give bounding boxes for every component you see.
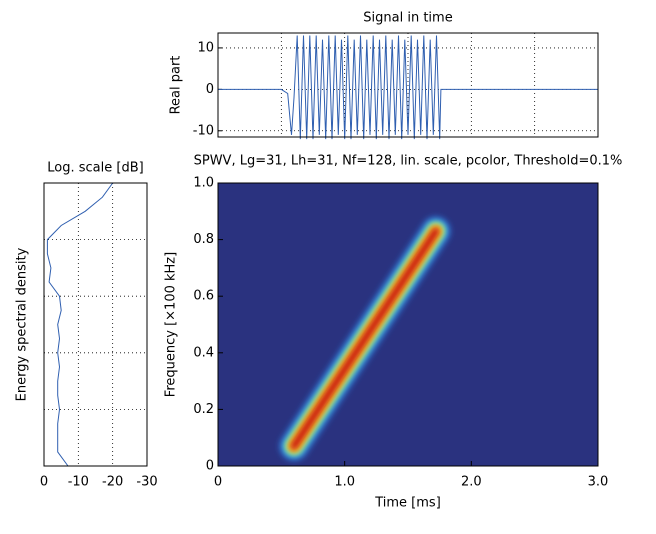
y-axis-label: Real part bbox=[169, 56, 184, 115]
y-tick-label: 0.8 bbox=[193, 232, 214, 247]
y-axis-label: Energy spectral density bbox=[15, 247, 30, 401]
plot-title: SPWV, Lg=31, Lh=31, Nf=128, lin. scale, … bbox=[194, 154, 623, 169]
y-tick-label: 0.2 bbox=[193, 402, 214, 417]
plot-frame bbox=[217, 32, 599, 138]
y-axis-label: Frequency [×100 kHz] bbox=[164, 252, 179, 397]
plot-frame bbox=[217, 182, 599, 467]
y-tick-label: 10 bbox=[197, 40, 214, 55]
y-tick-label: 1.0 bbox=[193, 176, 214, 191]
data-line bbox=[46, 182, 114, 467]
ridge-layer bbox=[290, 227, 440, 450]
x-tick-label: 2.0 bbox=[461, 475, 482, 490]
x-tick-label: -30 bbox=[136, 475, 157, 490]
x-tick-label: 3.0 bbox=[588, 475, 609, 490]
heatmap-ridge bbox=[279, 216, 451, 462]
x-tick-label: -20 bbox=[102, 475, 123, 490]
y-tick-label: 0 bbox=[206, 459, 214, 474]
x-tick-label: 0 bbox=[40, 475, 48, 490]
y-tick-label: -10 bbox=[193, 123, 214, 138]
y-tick-label: 0 bbox=[206, 82, 214, 97]
y-tick-label: 0.4 bbox=[193, 345, 214, 360]
x-tick-label: 1.0 bbox=[334, 475, 355, 490]
x-tick-label: 0 bbox=[214, 475, 222, 490]
plot-title: Log. scale [dB] bbox=[47, 161, 143, 176]
plot-frame bbox=[43, 182, 148, 467]
plot-title: Signal in time bbox=[363, 11, 452, 26]
x-axis-label: Time [ms] bbox=[374, 496, 441, 511]
plot-area bbox=[44, 183, 147, 466]
data-line bbox=[218, 35, 598, 140]
heatmap-background bbox=[218, 183, 598, 466]
y-tick-label: 0.6 bbox=[193, 289, 214, 304]
x-tick-label: -10 bbox=[68, 475, 89, 490]
